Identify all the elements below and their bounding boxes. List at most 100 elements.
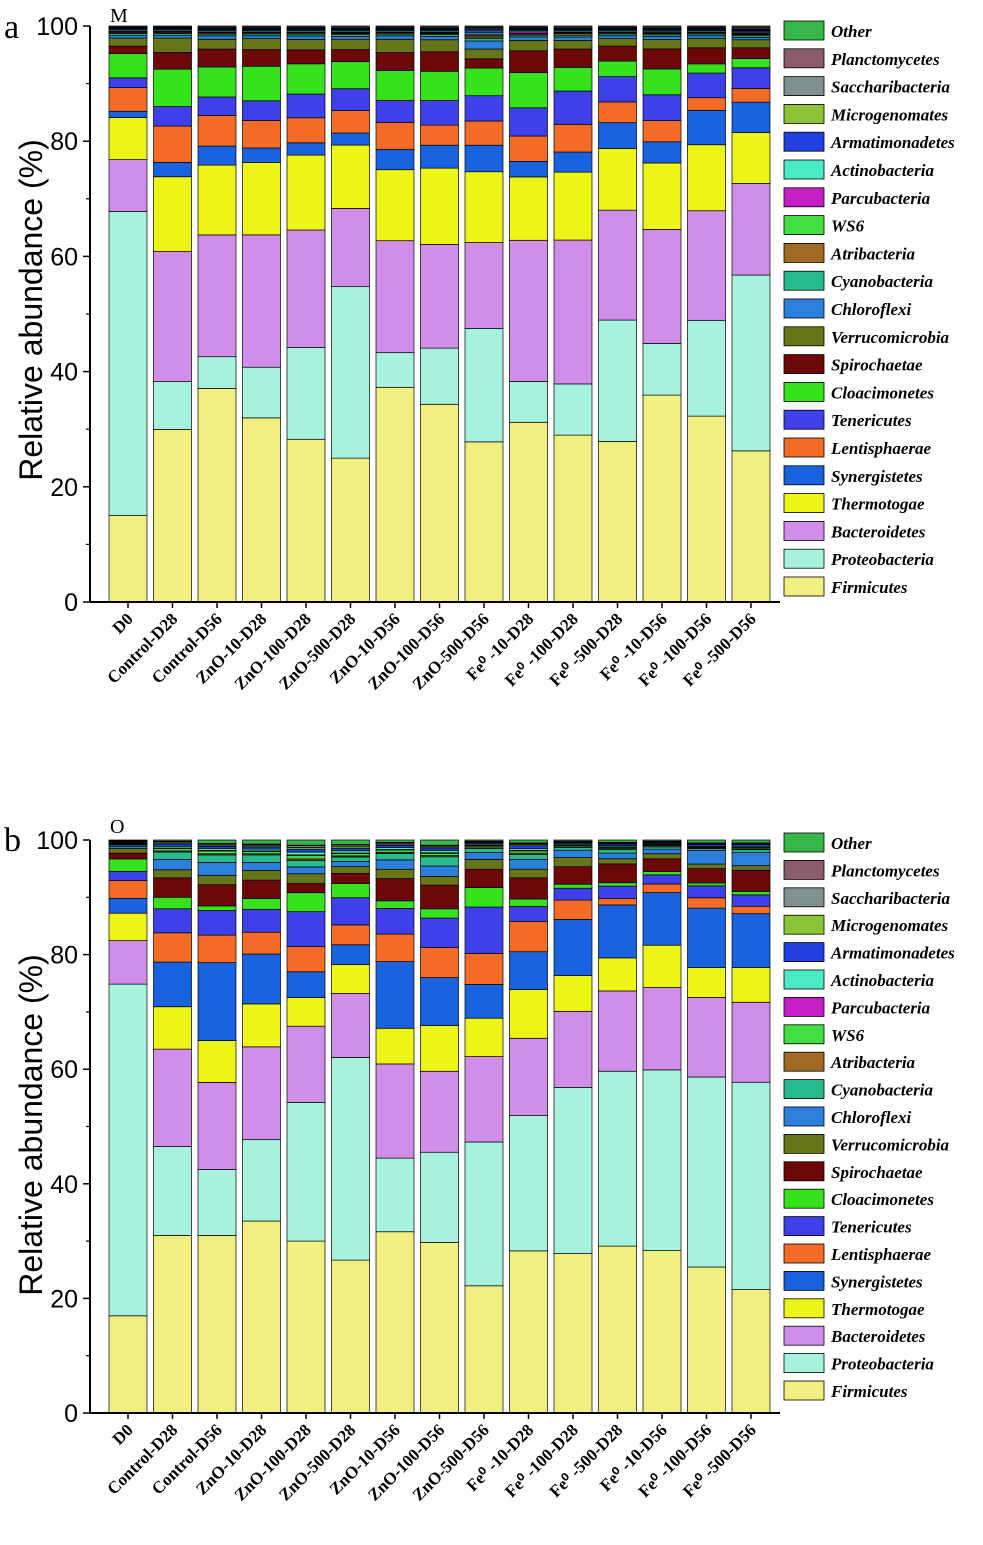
pb-bar-fe0-500-d56-other	[731, 839, 771, 844]
pa-legend-label-thermotogae: Thermotogae	[831, 495, 925, 514]
pa-bar-fe0-100-d56-proteobacteria	[687, 319, 726, 417]
pa-bar-zno-500-d56-synergistetes	[464, 144, 504, 173]
pa-bar-zno-500-d56-lentisphaerae	[464, 120, 504, 146]
pa-legend-swatch-saccharibacteria	[783, 76, 825, 96]
pb-bar-fe0-10-d56-cloacimonetes	[642, 871, 682, 876]
pa-bar-zno-10-d56-spirochaetae	[375, 52, 415, 71]
pb-y-tick-label: 0	[64, 1400, 78, 1428]
legend-b: Other Planctomycetes Saccharibacteria Micro…	[783, 832, 955, 1401]
pb-bar-fe0-10-d56-lentisphaerae	[642, 883, 682, 893]
pa-bar-fe0-10-d28-other	[509, 25, 548, 29]
pb-legend-label-firmicutes: Firmicutes	[830, 1382, 908, 1401]
pb-bar-zno-500-d28-proteobacteria	[331, 1057, 370, 1261]
bars-b	[108, 839, 771, 1414]
panel-letter-b: b	[4, 822, 21, 859]
pb-bar-zno-100-d56-cloacimonetes	[420, 908, 459, 919]
pb-bar-fe0-100-d28-spirochaetae	[553, 866, 593, 885]
pa-bar-zno-100-d28-thermotogae	[286, 154, 326, 231]
pa-bar-zno-100-d28-spirochaetae	[286, 49, 326, 65]
pb-bar-fe0-10-d28-synergistetes	[509, 951, 548, 990]
pa-bar-zno-100-d56-other	[420, 25, 459, 29]
pa-bar-control-d56-verrucomicrobia	[197, 38, 237, 50]
pa-bar-zno-500-d28-synergistetes	[331, 132, 370, 146]
pa-bar-zno-100-d56-cloacimonetes	[420, 70, 459, 101]
pb-bar-zno-10-d28-cloacimonetes	[242, 898, 281, 910]
panel-letter-a: a	[4, 9, 19, 46]
pa-bar-fe0-10-d28-chloroflexi	[509, 36, 548, 41]
pa-bar-control-d56-other	[197, 25, 237, 29]
pa-bar-control-d28-synergistetes	[153, 162, 192, 178]
pb-bar-zno-10-d56-synergistetes	[375, 961, 415, 1029]
pb-bar-zno-100-d56-actinobacteria	[420, 850, 459, 854]
pa-legend-label-verrucomicrobia: Verrucomicrobia	[831, 328, 950, 347]
pb-bar-zno-500-d28-thermotogae	[331, 964, 370, 994]
pa-y-tick-label: 40	[50, 359, 78, 387]
pb-bar-fe0-500-d28-chloroflexi	[598, 852, 637, 860]
pa-bar-zno-500-d56-proteobacteria	[464, 328, 504, 443]
pa-bar-zno-10-d28-proteobacteria	[242, 366, 281, 419]
pb-bar-d0-tenericutes	[108, 871, 148, 881]
pb-bar-zno-500-d28-tenericutes	[331, 897, 370, 926]
pa-y-tick-label: 20	[50, 474, 78, 502]
pb-legend-swatch-spirochaetae	[783, 1161, 825, 1182]
pa-bar-fe0-100-d28-tenericutes	[553, 90, 593, 125]
pb-bar-fe0-500-d28-synergistetes	[598, 904, 637, 959]
pb-bar-control-d28-verrucomicrobia	[153, 869, 192, 879]
pa-bar-zno-10-d56-bacteroidetes	[375, 240, 415, 354]
pa-bar-zno-500-d28-bacteroidetes	[331, 208, 370, 288]
pa-bar-zno-500-d28-verrucomicrobia	[331, 38, 370, 50]
pb-bar-fe0-500-d56-verrucomicrobia	[731, 865, 771, 871]
pa-bar-fe0-10-d28-lentisphaerae	[509, 135, 548, 162]
pb-bar-zno-100-d56-tenericutes	[420, 917, 459, 948]
pa-bar-control-d28-proteobacteria	[153, 381, 192, 430]
pa-bar-zno-500-d28-tenericutes	[331, 88, 370, 111]
pb-bar-fe0-10-d56-synergistetes	[642, 892, 682, 946]
pa-x-tick-label: D0	[109, 609, 137, 637]
pa-legend-label-chloroflexi: Chloroflexi	[831, 300, 912, 319]
pb-y-tick-label: 100	[36, 827, 78, 855]
chart-panel-b: b O Relative abundance (%) D0Control-D28…	[4, 816, 955, 1505]
pb-bar-zno-10-d56-chloroflexi	[375, 859, 415, 870]
pa-bar-zno-10-d28-tenericutes	[242, 100, 281, 121]
pa-bar-fe0-500-d56-thermotogae	[731, 132, 771, 184]
pb-bar-fe0-100-d28-thermotogae	[553, 975, 593, 1012]
pa-legend-label-tenericutes: Tenericutes	[831, 411, 912, 430]
pa-bar-fe0-100-d28-other	[553, 25, 593, 29]
pa-legend-label-synergistetes: Synergistetes	[831, 467, 923, 486]
pa-legend-label-bacteroidetes: Bacteroidetes	[830, 522, 926, 541]
pa-bar-fe0-500-d28-proteobacteria	[598, 319, 637, 442]
pb-bar-control-d56-tenericutes	[197, 910, 237, 936]
pa-bar-fe0-100-d28-spirochaetae	[553, 48, 593, 68]
pb-bar-zno-10-d56-thermotogae	[375, 1027, 415, 1065]
pb-legend-label-lentisphaerae: Lentisphaerae	[830, 1245, 932, 1264]
pa-bar-zno-10-d28-verrucomicrobia	[242, 38, 281, 50]
pa-bar-zno-500-d28-spirochaetae	[331, 49, 370, 63]
pb-bar-control-d56-lentisphaerae	[197, 934, 237, 963]
pb-bar-control-d28-ws6	[153, 848, 192, 852]
pb-bar-zno-10-d56-firmicutes	[375, 1231, 415, 1414]
pb-legend-swatch-verrucomicrobia	[783, 1134, 825, 1154]
pb-bar-fe0-10-d56-bacteroidetes	[642, 987, 682, 1071]
pa-bar-control-d56-bacteroidetes	[197, 234, 237, 358]
pa-bar-fe0-500-d56-spirochaetae	[731, 47, 771, 59]
pb-bar-d0-spirochaetae	[108, 852, 148, 860]
pb-bar-zno-100-d28-chloroflexi	[286, 866, 326, 875]
pb-bar-d0-other	[108, 839, 148, 841]
pb-bar-fe0-100-d56-lentisphaerae	[687, 897, 726, 909]
pa-bar-fe0-10-d56-firmicutes	[642, 394, 682, 603]
pb-bar-fe0-100-d28-other	[553, 839, 593, 842]
pb-bar-zno-500-d28-verrucomicrobia	[331, 866, 370, 874]
pa-bar-control-d28-cloacimonetes	[153, 68, 192, 107]
pa-bar-d0-cloacimonetes	[108, 53, 148, 79]
pb-bar-control-d56-verrucomicrobia	[197, 875, 237, 886]
pb-legend-label-atribacteria: Atribacteria	[830, 1053, 916, 1072]
pa-bar-zno-500-d56-verrucomicrobia	[464, 48, 504, 60]
pb-bar-zno-10-d28-proteobacteria	[242, 1139, 281, 1222]
pb-bar-zno-500-d56-chloroflexi	[464, 852, 504, 860]
pb-bar-fe0-100-d56-proteobacteria	[687, 1076, 726, 1268]
pa-bar-fe0-500-d56-other	[731, 25, 771, 30]
pb-bar-zno-500-d28-firmicutes	[331, 1259, 370, 1414]
pb-bar-fe0-500-d56-bacteroidetes	[731, 1001, 771, 1083]
pb-legend-swatch-planctomycetes	[783, 860, 825, 880]
pb-bar-fe0-10-d28-lentisphaerae	[509, 921, 548, 953]
